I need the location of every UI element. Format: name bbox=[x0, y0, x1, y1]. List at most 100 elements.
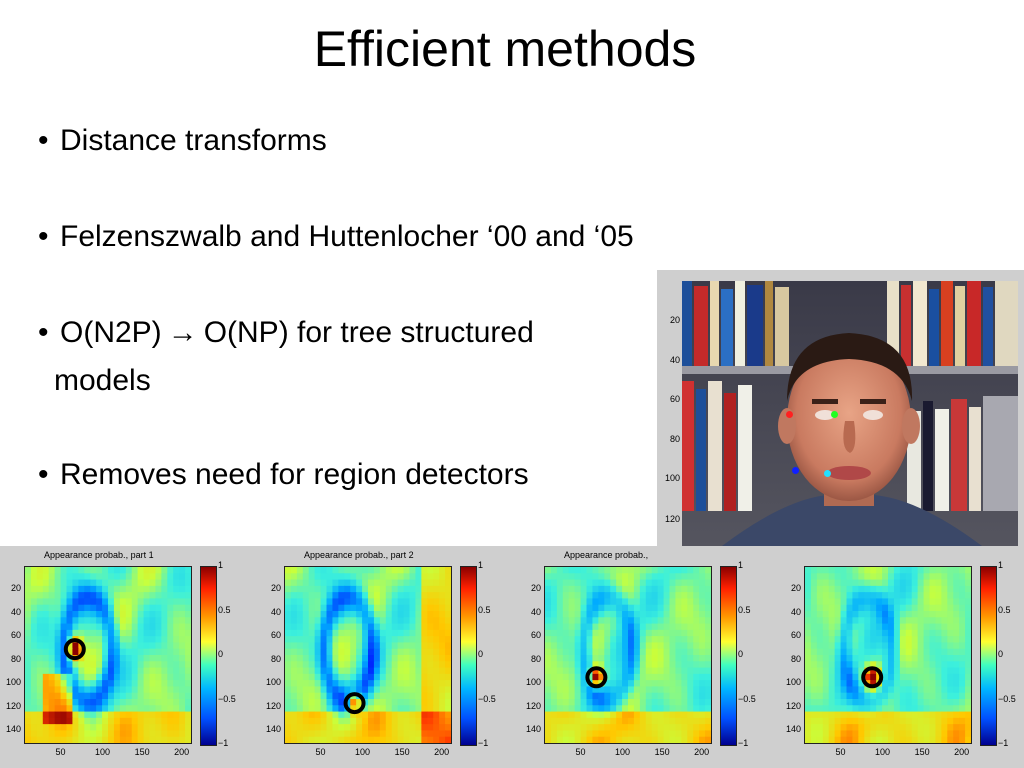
heatmap-cell bbox=[888, 598, 895, 606]
heatmap-cell bbox=[699, 573, 706, 581]
heatmap-cell bbox=[149, 636, 157, 644]
heatmap-cell bbox=[622, 699, 629, 706]
heatmap-cell bbox=[965, 680, 971, 688]
heatmap-cell bbox=[657, 573, 665, 581]
heatmap-cell bbox=[598, 592, 605, 600]
heatmap-cell bbox=[846, 636, 854, 644]
heatmap-cell bbox=[54, 617, 62, 625]
bullet-dot: • bbox=[38, 458, 49, 491]
heatmap-cell bbox=[645, 711, 653, 719]
colorbar bbox=[720, 566, 737, 746]
heatmap-cell bbox=[326, 699, 334, 706]
heatmap-cell bbox=[693, 642, 700, 650]
heatmap-cell bbox=[592, 655, 599, 662]
heatmap-cell bbox=[598, 598, 605, 606]
heatmap-cell bbox=[421, 567, 428, 574]
heatmap-cell bbox=[828, 611, 836, 618]
heatmap-cell bbox=[562, 567, 570, 574]
heatmap-cell bbox=[828, 579, 836, 587]
heatmap-cell bbox=[66, 623, 74, 631]
heatmap-cell bbox=[917, 661, 925, 669]
heatmap-cell bbox=[905, 730, 913, 738]
heatmap-cell bbox=[397, 648, 405, 656]
heatmap-cell bbox=[550, 573, 558, 581]
heatmap-cell bbox=[385, 736, 393, 743]
heatmap-cell bbox=[657, 661, 665, 669]
heatmap-cell bbox=[580, 730, 588, 738]
heatmap-cell bbox=[923, 736, 931, 743]
heatmap-cell bbox=[84, 567, 91, 574]
heatmap-cell bbox=[368, 617, 375, 625]
heatmap-cell bbox=[610, 604, 617, 612]
heatmap-cell bbox=[439, 617, 446, 625]
heatmap-cell bbox=[574, 617, 582, 625]
heatmap-cell bbox=[657, 673, 665, 681]
heatmap-cell bbox=[314, 655, 322, 662]
heatmap-cell bbox=[616, 661, 623, 669]
heatmap-cell bbox=[149, 705, 157, 713]
heatmap-cell bbox=[953, 573, 960, 581]
heatmap-cell bbox=[72, 592, 79, 600]
heatmap-cell bbox=[669, 655, 677, 662]
heatmap-cell bbox=[427, 629, 434, 637]
heatmap-cell bbox=[705, 686, 711, 694]
heatmap-y-tick: 100 bbox=[265, 677, 281, 688]
heatmap-cell bbox=[102, 592, 109, 600]
heatmap-cell bbox=[645, 629, 653, 637]
heatmap-cell bbox=[108, 717, 115, 725]
heatmap-cell bbox=[941, 717, 948, 725]
heatmap-cell bbox=[586, 699, 594, 706]
heatmap-cell bbox=[296, 692, 304, 700]
heatmap-cell bbox=[421, 661, 428, 669]
heatmap-cell bbox=[72, 686, 79, 694]
heatmap-cell bbox=[326, 567, 334, 574]
heatmap-cell bbox=[385, 598, 393, 606]
heatmap-cell bbox=[953, 567, 960, 574]
heatmap-cell bbox=[285, 667, 292, 675]
heatmap-cell bbox=[805, 567, 812, 574]
heatmap-cell bbox=[368, 585, 375, 593]
heatmap-cell bbox=[385, 585, 393, 593]
heatmap-cell bbox=[828, 705, 836, 713]
heatmap-cell bbox=[888, 579, 895, 587]
heatmap-cell bbox=[669, 699, 677, 706]
heatmap-cell bbox=[131, 585, 139, 593]
heatmap-cell bbox=[326, 711, 334, 719]
heatmap-cell bbox=[810, 579, 818, 587]
heatmap-cell bbox=[296, 705, 304, 713]
heatmap-cell bbox=[397, 711, 405, 719]
heatmap-cell bbox=[568, 642, 576, 650]
heatmap-cell bbox=[78, 686, 85, 694]
heatmap-cell bbox=[60, 617, 68, 625]
heatmap-cell bbox=[574, 629, 582, 637]
heatmap-cell bbox=[290, 623, 298, 631]
heatmap-cell bbox=[173, 655, 180, 662]
heatmap-cell bbox=[373, 699, 381, 706]
heatmap-cell bbox=[888, 673, 895, 681]
heatmap-cell bbox=[633, 636, 641, 644]
heatmap-cell bbox=[556, 655, 564, 662]
heatmap-cell bbox=[362, 636, 369, 644]
heatmap-cell bbox=[78, 623, 85, 631]
heatmap-cell bbox=[72, 667, 79, 675]
heatmap-cell bbox=[941, 567, 948, 574]
heatmap-cell bbox=[965, 629, 971, 637]
heatmap-cell bbox=[870, 567, 877, 574]
heatmap-cell bbox=[669, 711, 677, 719]
heatmap-cell bbox=[332, 598, 339, 606]
heatmap-x-tick: 150 bbox=[394, 747, 410, 757]
heatmap-cell bbox=[917, 592, 925, 600]
heatmap-cell bbox=[592, 736, 599, 743]
heatmap-cell bbox=[36, 585, 44, 593]
colorbar-tick: 0.5 bbox=[998, 604, 1011, 615]
heatmap-cell bbox=[705, 598, 711, 606]
heatmap-cell bbox=[368, 567, 375, 574]
heatmap-cell bbox=[167, 592, 174, 600]
heatmap-cell bbox=[379, 567, 387, 574]
heatmap-cell bbox=[409, 629, 417, 637]
heatmap-cell bbox=[905, 705, 913, 713]
heatmap-cell bbox=[893, 642, 901, 650]
heatmap-cell bbox=[285, 636, 292, 644]
heatmap-cell bbox=[155, 711, 162, 719]
heatmap-cell bbox=[36, 680, 44, 688]
